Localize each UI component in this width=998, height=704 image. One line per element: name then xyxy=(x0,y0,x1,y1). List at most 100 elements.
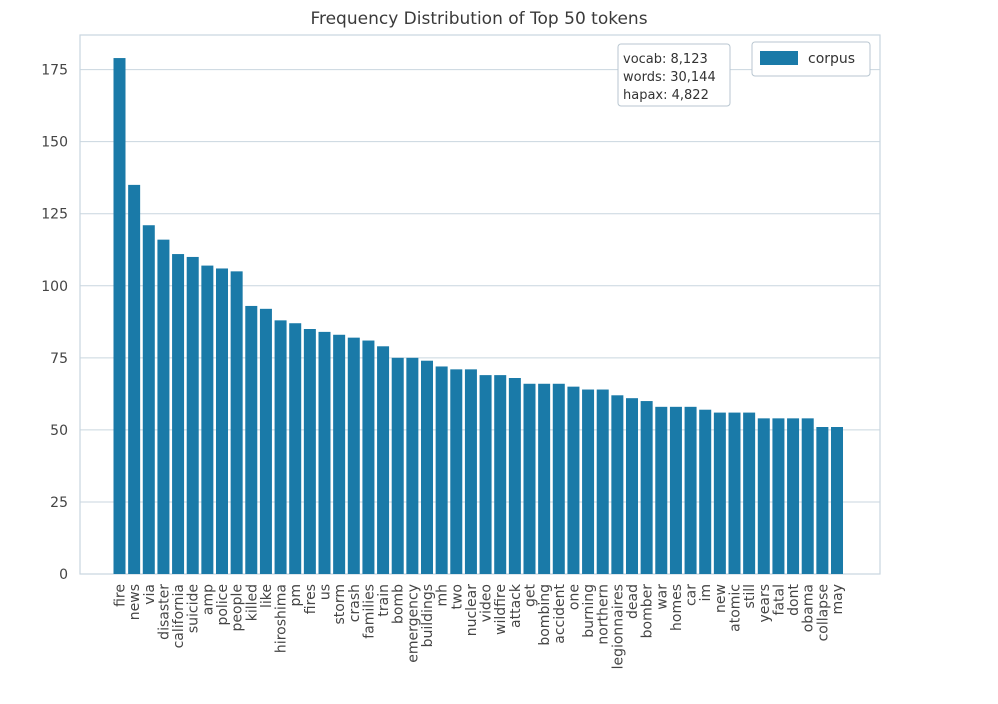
y-tick-label: 125 xyxy=(41,207,68,223)
bar-emergency xyxy=(406,357,419,574)
x-tick-label-us: us xyxy=(318,584,334,600)
bar-car xyxy=(684,406,697,574)
bar-attack xyxy=(508,378,521,574)
x-tick-label-california: california xyxy=(171,584,187,648)
y-tick-label: 100 xyxy=(41,279,68,295)
x-tick-label-like: like xyxy=(259,584,275,608)
bar-get xyxy=(523,383,536,574)
stat-words: words: 30,144 xyxy=(623,70,716,85)
y-tick-label: 50 xyxy=(50,423,68,439)
bar-bomb xyxy=(391,357,404,574)
x-tick-label-northern: northern xyxy=(596,584,612,645)
x-tick-label-people: people xyxy=(230,584,246,631)
bar-amp xyxy=(201,265,214,574)
x-tick-label-obama: obama xyxy=(801,584,817,632)
x-tick-label-buildings: buildings xyxy=(420,584,436,647)
bars xyxy=(113,58,844,574)
bar-via xyxy=(142,225,155,574)
legend-label-corpus: corpus xyxy=(808,51,855,67)
bar-fatal xyxy=(772,418,785,574)
bar-mh xyxy=(435,366,448,574)
bar-nuclear xyxy=(464,369,477,574)
bar-video xyxy=(479,375,492,574)
x-tick-label-police: police xyxy=(215,584,231,626)
x-tick-label-fire: fire xyxy=(113,584,129,607)
x-tick-label-fatal: fatal xyxy=(771,584,787,615)
x-tick-label-hiroshima: hiroshima xyxy=(274,584,290,653)
stat-vocab: vocab: 8,123 xyxy=(623,52,708,67)
stats-annotation: vocab: 8,123 words: 30,144 hapax: 4,822 xyxy=(617,43,731,107)
y-tick-label: 25 xyxy=(50,495,68,511)
bar-dead xyxy=(625,398,639,574)
x-tick-label-families: families xyxy=(361,584,377,639)
bar-fire xyxy=(113,58,126,574)
x-tick-label-disaster: disaster xyxy=(156,584,172,640)
x-tick-label-news: news xyxy=(127,584,143,620)
bar-still xyxy=(743,412,756,574)
bar-dont xyxy=(787,418,800,574)
bar-may xyxy=(830,427,844,574)
x-tick-label-pm: pm xyxy=(288,584,304,607)
bar-bombing xyxy=(538,383,551,574)
bar-collapse xyxy=(816,427,829,574)
legend: corpus xyxy=(751,41,871,77)
bar-atomic xyxy=(728,412,741,574)
x-tick-label-amp: amp xyxy=(200,584,216,615)
x-tick-label-suicide: suicide xyxy=(186,584,202,633)
x-tick-label-homes: homes xyxy=(669,584,685,631)
x-tick-label-im: im xyxy=(698,584,714,602)
x-tick-label-may: may xyxy=(830,584,846,615)
x-tick-label-wildfire: wildfire xyxy=(493,584,509,635)
bar-suicide xyxy=(186,256,199,574)
x-tick-label-one: one xyxy=(566,584,582,610)
x-tick-label-war: war xyxy=(654,584,670,610)
bar-us xyxy=(318,331,331,574)
bar-storm xyxy=(333,334,346,574)
bar-homes xyxy=(669,406,682,574)
bar-bomber xyxy=(640,401,653,574)
y-tick-label: 150 xyxy=(41,135,68,151)
stats-box-frame xyxy=(617,43,731,107)
bar-northern xyxy=(596,389,609,574)
bar-im xyxy=(699,409,712,574)
x-tick-label-bomb: bomb xyxy=(391,584,407,624)
stat-hapax: hapax: 4,822 xyxy=(623,88,709,103)
x-tick-label-storm: storm xyxy=(332,584,348,625)
bar-obama xyxy=(801,418,814,574)
bar-legionnaires xyxy=(611,395,624,574)
x-tick-label-accident: accident xyxy=(552,583,568,643)
x-tick-label-bomber: bomber xyxy=(640,584,656,639)
bar-killed xyxy=(245,305,258,574)
x-tick-label-bombing: bombing xyxy=(537,584,553,646)
x-tick-label-new: new xyxy=(713,584,729,613)
x-axis-ticks: firenewsviadisastercaliforniasuicideampp… xyxy=(113,583,847,669)
x-tick-label-mh: mh xyxy=(435,584,451,607)
bar-california xyxy=(172,254,185,574)
bar-news xyxy=(128,184,141,574)
x-tick-label-burning: burning xyxy=(581,584,597,638)
bar-new xyxy=(713,412,726,574)
bar-train xyxy=(377,346,390,574)
x-tick-label-still: still xyxy=(742,584,758,608)
x-tick-label-nuclear: nuclear xyxy=(464,584,480,637)
x-tick-label-get: get xyxy=(523,584,539,608)
y-tick-label: 0 xyxy=(59,567,68,583)
y-tick-label: 75 xyxy=(50,351,68,367)
bar-years xyxy=(757,418,770,574)
legend-swatch-corpus xyxy=(760,51,798,65)
x-tick-label-years: years xyxy=(757,584,773,623)
x-tick-label-crash: crash xyxy=(347,584,363,622)
x-tick-label-two: two xyxy=(449,584,465,610)
bar-families xyxy=(362,340,375,574)
bar-fires xyxy=(303,329,316,574)
x-tick-label-video: video xyxy=(479,584,495,622)
y-axis-ticks: 0 25 50 75 100 125 150 175 xyxy=(41,63,68,583)
x-tick-label-legionnaires: legionnaires xyxy=(610,584,626,669)
x-tick-label-dont: dont xyxy=(786,584,802,616)
bar-people xyxy=(230,271,243,574)
x-tick-label-atomic: atomic xyxy=(728,584,744,632)
bar-buildings xyxy=(420,360,434,574)
bar-hiroshima xyxy=(274,320,287,574)
x-tick-label-via: via xyxy=(142,584,158,605)
